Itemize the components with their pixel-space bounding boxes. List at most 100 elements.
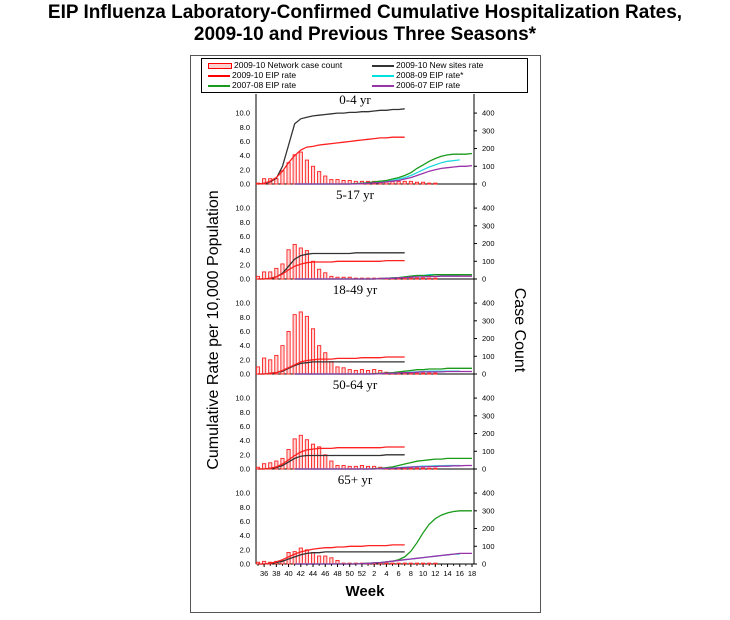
y2-tick-label: 200	[482, 429, 495, 438]
case-count-bar	[292, 314, 297, 375]
series-line-2009-10-eip-rate	[258, 446, 405, 470]
case-count-bar	[408, 372, 413, 375]
x-tick-label: 18	[468, 569, 476, 578]
series-line-2009-10-eip-rate	[258, 356, 405, 375]
y-tick-label: 4.0	[240, 151, 250, 160]
series-line-2007-08-eip-rate	[294, 457, 472, 470]
legend: 2009-10 Network case count 2009-10 New s…	[201, 58, 528, 93]
y-tick-label: 4.0	[240, 531, 250, 540]
case-count-bar	[421, 277, 426, 280]
x-tick-label: 12	[431, 569, 439, 578]
y-tick-label: 10.0	[235, 489, 250, 498]
x-tick-label: 16	[456, 569, 464, 578]
x-axis-title: Week	[346, 583, 386, 600]
y-tick-label: 10.0	[235, 299, 250, 308]
case-count-bar	[310, 443, 316, 470]
y-tick-label: 0.0	[240, 180, 250, 189]
x-tick-label: 2	[372, 569, 376, 578]
case-count-bar	[433, 182, 438, 185]
panel-label-1: 5-17 yr	[336, 187, 375, 202]
case-count-bar	[317, 171, 322, 185]
legend-item-new-sites-rate: 2009-10 New sites rate	[372, 60, 483, 70]
case-count-bar	[323, 175, 328, 185]
y2-tick-label: 200	[482, 334, 495, 343]
panel-label-0: 0-4 yr	[339, 92, 371, 107]
case-count-bar	[433, 467, 438, 470]
case-count-bar	[323, 352, 328, 375]
case-count-bar	[329, 460, 334, 470]
case-count-bar	[310, 165, 316, 185]
y2-tick-label: 300	[482, 126, 495, 135]
case-count-bar	[304, 439, 309, 470]
case-count-bar	[421, 372, 426, 375]
case-count-bar	[262, 271, 267, 280]
y-tick-label: 8.0	[240, 503, 250, 512]
y2-tick-label: 300	[482, 221, 495, 230]
case-count-bar	[408, 180, 413, 185]
y-tick-label: 10.0	[235, 394, 250, 403]
case-count-bar	[359, 369, 364, 375]
series-line-2009-10-new-sites-rate	[258, 551, 405, 565]
legend-item-eip-rate-2009: 2009-10 EIP rate	[208, 70, 296, 80]
y2-tick-label: 0	[482, 560, 486, 569]
x-tick-label: 40	[284, 569, 292, 578]
case-count-bar	[262, 357, 267, 375]
y-tick-label: 2.0	[240, 165, 250, 174]
y2-tick-label: 300	[482, 316, 495, 325]
y2-tick-label: 0	[482, 465, 486, 474]
case-count-bar	[268, 462, 273, 470]
case-count-bar	[384, 562, 389, 565]
case-count-bar	[268, 359, 273, 375]
y2-tick-label: 200	[482, 144, 495, 153]
series-line-2009-10-new-sites-rate	[258, 361, 405, 375]
case-count-bar	[298, 311, 303, 375]
case-count-bar	[280, 345, 285, 375]
case-count-bar	[317, 446, 322, 470]
case-count-bar	[414, 372, 420, 375]
series-line-2009-10-eip-rate	[258, 259, 405, 280]
y-tick-label: 6.0	[240, 232, 250, 241]
case-count-bar	[408, 467, 413, 470]
case-count-bar	[274, 267, 279, 280]
series-line-2007-08-eip-rate	[294, 510, 472, 565]
y2-tick-label: 100	[482, 162, 495, 171]
case-count-bar	[341, 367, 346, 375]
case-count-bar	[323, 272, 328, 280]
case-count-bar	[262, 463, 267, 470]
case-count-bar	[427, 372, 432, 375]
case-count-bar	[310, 260, 316, 280]
y2-tick-label: 0	[482, 370, 486, 379]
y2-tick-label: 400	[482, 109, 495, 118]
y-tick-label: 8.0	[240, 408, 250, 417]
panel-label-3: 50-64 yr	[333, 377, 378, 392]
y-tick-label: 8.0	[240, 313, 250, 322]
y-tick-label: 4.0	[240, 436, 250, 445]
y-tick-label: 6.0	[240, 137, 250, 146]
case-count-bar	[329, 361, 334, 375]
case-count-bar	[402, 180, 407, 185]
y2-tick-label: 100	[482, 542, 495, 551]
case-count-bar	[286, 331, 291, 375]
legend-swatch-line	[208, 74, 230, 77]
x-tick-label: 50	[346, 569, 354, 578]
y-tick-label: 0.0	[240, 465, 250, 474]
y-tick-label: 8.0	[240, 218, 250, 227]
panel-label-4: 65+ yr	[338, 472, 373, 487]
case-count-bar	[414, 562, 420, 565]
case-count-bar	[292, 438, 297, 470]
x-tick-label: 6	[397, 569, 401, 578]
case-count-bar	[329, 557, 334, 565]
case-count-bar	[335, 179, 340, 185]
legend-swatch-line	[208, 84, 230, 87]
y-tick-label: 4.0	[240, 246, 250, 255]
y2-tick-label: 400	[482, 299, 495, 308]
case-count-bar	[304, 315, 309, 375]
y-tick-label: 2.0	[240, 260, 250, 269]
case-count-bar	[433, 562, 438, 565]
case-count-bar	[298, 151, 303, 185]
x-tick-label: 8	[409, 569, 413, 578]
legend-swatch-line	[372, 74, 394, 77]
case-count-bar	[317, 268, 322, 280]
case-count-bar	[262, 178, 267, 185]
case-count-bar	[427, 277, 432, 280]
